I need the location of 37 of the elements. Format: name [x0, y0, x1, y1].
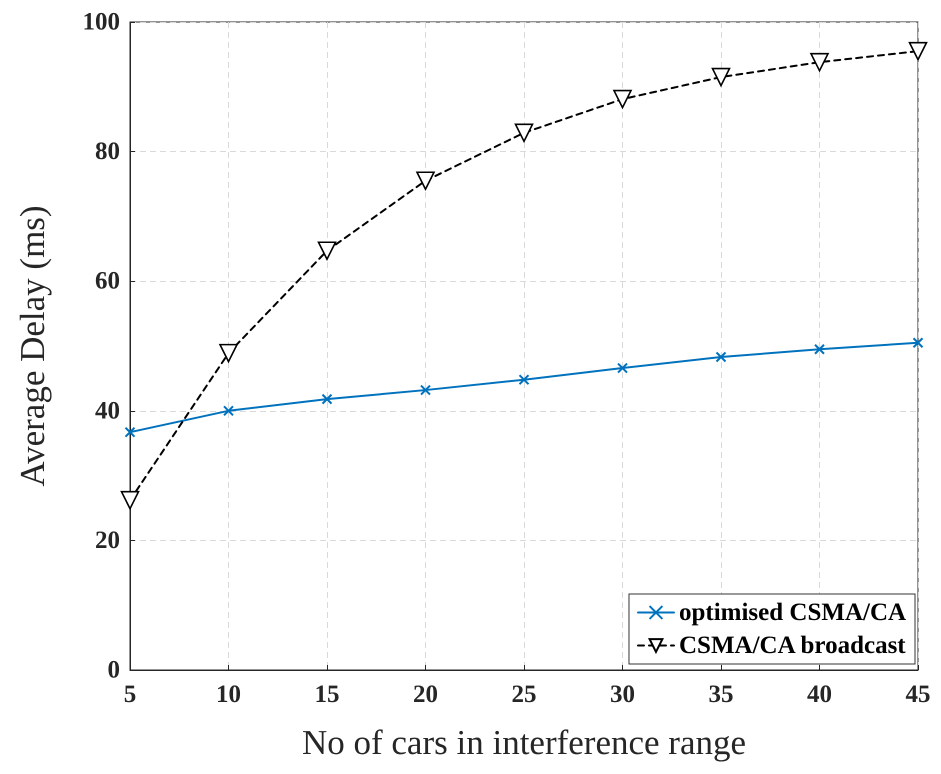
y-tick-label: 20	[95, 526, 120, 554]
point	[420, 384, 431, 396]
x-tick-label: 15	[314, 681, 340, 708]
point	[322, 394, 332, 405]
point	[120, 490, 140, 510]
point	[716, 352, 726, 363]
legend-label: CSMA/CA broadcast	[678, 632, 906, 659]
x-axis-title: No of cars in interference range	[302, 723, 746, 762]
point	[223, 405, 234, 416]
y-tick-label: 80	[95, 138, 120, 166]
y-tick-label: 0	[108, 656, 120, 684]
x-tick-label: 30	[610, 681, 635, 708]
point	[912, 337, 924, 348]
point	[514, 124, 534, 142]
point	[219, 344, 238, 362]
y-axis-title: Average Delay (ms)	[13, 205, 52, 487]
point	[416, 171, 435, 190]
x-tick-label: 35	[708, 681, 734, 708]
point	[318, 241, 336, 260]
point	[613, 90, 632, 108]
point	[617, 362, 628, 374]
point	[814, 344, 825, 355]
x-tick-label: 45	[906, 681, 930, 708]
point	[712, 68, 730, 86]
point	[810, 52, 829, 72]
point	[908, 42, 928, 60]
y-tick-label: 40	[95, 397, 120, 424]
x-tick-label: 25	[512, 681, 536, 708]
x-tick-label: 40	[807, 681, 832, 708]
x-tick-label: 20	[413, 681, 438, 708]
x-tick-label: 10	[216, 681, 241, 708]
point	[124, 426, 136, 438]
x-tick-label: 5	[124, 681, 136, 708]
y-tick-label: 60	[95, 268, 120, 295]
y-tick-label: 100	[82, 8, 120, 36]
point	[518, 374, 530, 386]
legend-label: optimised CSMA/CA	[678, 599, 906, 626]
